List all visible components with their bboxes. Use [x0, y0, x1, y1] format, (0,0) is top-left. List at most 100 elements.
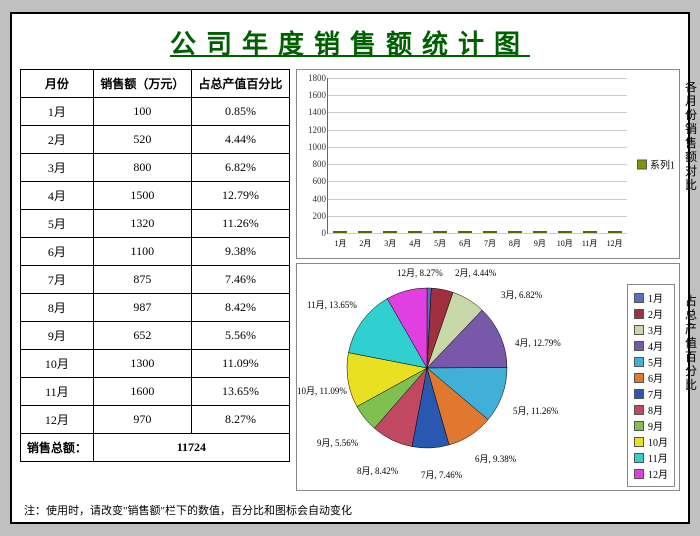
cell-pct: 11.26%	[191, 210, 289, 238]
cell-month: 3月	[21, 154, 94, 182]
cell-pct: 12.79%	[191, 182, 289, 210]
x-label: 3月	[384, 238, 396, 249]
pie-legend-item: 2月	[634, 306, 668, 321]
col-value: 销售额（万元）	[93, 70, 191, 98]
cell-pct: 7.46%	[191, 266, 289, 294]
y-tick: 1200	[300, 125, 326, 135]
cell-value: 652	[93, 322, 191, 350]
footnote: 注：使用时，请改变"销售额"栏下的数值，百分比和图标会自动变化	[20, 498, 680, 518]
table-row: 2月 520 4.44%	[21, 126, 290, 154]
total-label: 销售总额：	[21, 434, 94, 462]
cell-pct: 5.56%	[191, 322, 289, 350]
table-row: 11月 1600 13.65%	[21, 378, 290, 406]
cell-month: 12月	[21, 406, 94, 434]
pie-slice-label: 2月, 4.44%	[455, 266, 496, 279]
cell-pct: 4.44%	[191, 126, 289, 154]
table-row: 7月 875 7.46%	[21, 266, 290, 294]
bar-chart: 各月份销售额对比 1月2月3月4月5月6月7月8月9月10月11月12月 020…	[296, 69, 680, 259]
legend-label: 10月	[648, 434, 668, 449]
cell-month: 5月	[21, 210, 94, 238]
bar-chart-side-label: 各月份销售额对比	[685, 80, 699, 192]
report-frame: 公司年度销售额统计图 月份 销售额（万元） 占总产值百分比 1月 100 0.8…	[10, 12, 690, 524]
pie-legend-item: 3月	[634, 322, 668, 337]
data-table-panel: 月份 销售额（万元） 占总产值百分比 1月 100 0.85%2月 520 4.…	[20, 69, 290, 498]
pie-legend-item: 8月	[634, 402, 668, 417]
legend-swatch	[634, 309, 644, 319]
pie-slice-label: 9月, 5.56%	[317, 436, 358, 449]
x-label: 5月	[434, 238, 446, 249]
legend-swatch	[634, 373, 644, 383]
legend-label: 2月	[648, 306, 663, 321]
total-value: 11724	[93, 434, 289, 462]
cell-value: 100	[93, 98, 191, 126]
pie-slice-label: 7月, 7.46%	[421, 468, 462, 481]
pie-legend-item: 6月	[634, 370, 668, 385]
legend-label: 8月	[648, 402, 663, 417]
pie-slice-label: 5月, 11.26%	[513, 404, 558, 417]
x-label: 2月	[359, 238, 371, 249]
cell-month: 8月	[21, 294, 94, 322]
legend-swatch	[634, 341, 644, 351]
cell-month: 6月	[21, 238, 94, 266]
y-tick: 1400	[300, 107, 326, 117]
y-tick: 1800	[300, 73, 326, 83]
y-tick: 400	[300, 194, 326, 204]
cell-month: 2月	[21, 126, 94, 154]
pie-chart-side-label: 占总产值百分比	[685, 294, 699, 392]
charts-panel: 各月份销售额对比 1月2月3月4月5月6月7月8月9月10月11月12月 020…	[296, 69, 680, 498]
cell-month: 4月	[21, 182, 94, 210]
table-row: 6月 1100 9.38%	[21, 238, 290, 266]
x-label: 10月	[557, 238, 573, 249]
cell-value: 800	[93, 154, 191, 182]
sales-table: 月份 销售额（万元） 占总产值百分比 1月 100 0.85%2月 520 4.…	[20, 69, 290, 462]
x-label: 9月	[534, 238, 546, 249]
cell-pct: 13.65%	[191, 378, 289, 406]
table-row: 8月 987 8.42%	[21, 294, 290, 322]
table-row: 5月 1320 11.26%	[21, 210, 290, 238]
cell-pct: 8.42%	[191, 294, 289, 322]
bar-plot-area: 1月2月3月4月5月6月7月8月9月10月11月12月 020040060080…	[327, 78, 627, 234]
cell-pct: 6.82%	[191, 154, 289, 182]
y-tick: 600	[300, 176, 326, 186]
table-header-row: 月份 销售额（万元） 占总产值百分比	[21, 70, 290, 98]
cell-value: 1600	[93, 378, 191, 406]
total-row: 销售总额： 11724	[21, 434, 290, 462]
legend-label: 12月	[648, 466, 668, 481]
legend-swatch	[634, 405, 644, 415]
pie-legend-item: 4月	[634, 338, 668, 353]
cell-value: 1500	[93, 182, 191, 210]
table-row: 10月 1300 11.09%	[21, 350, 290, 378]
bar-legend: 系列1	[637, 157, 675, 172]
cell-month: 9月	[21, 322, 94, 350]
legend-swatch	[634, 421, 644, 431]
pie-chart: 占总产值百分比 1月2月3月4月5月6月7月8月9月10月11月12月 12月,…	[296, 263, 680, 491]
pie-legend-item: 1月	[634, 290, 668, 305]
legend-label: 11月	[648, 450, 668, 465]
legend-label: 6月	[648, 370, 663, 385]
x-label: 8月	[509, 238, 521, 249]
pie-legend-item: 7月	[634, 386, 668, 401]
x-label: 1月	[334, 238, 346, 249]
pie-slice-label: 11月, 13.65%	[307, 298, 357, 311]
legend-label: 7月	[648, 386, 663, 401]
legend-label: 5月	[648, 354, 663, 369]
cell-value: 987	[93, 294, 191, 322]
pie-slice-label: 6月, 9.38%	[475, 452, 516, 465]
cell-value: 520	[93, 126, 191, 154]
pie-slice-label: 3月, 6.82%	[501, 288, 542, 301]
x-label: 7月	[484, 238, 496, 249]
pie-legend-item: 12月	[634, 466, 668, 481]
cell-value: 1300	[93, 350, 191, 378]
legend-swatch	[634, 389, 644, 399]
cell-month: 11月	[21, 378, 94, 406]
pie-legend-item: 10月	[634, 434, 668, 449]
pie-slice-label: 12月, 8.27%	[397, 266, 443, 279]
pie-legend-item: 5月	[634, 354, 668, 369]
cell-value: 875	[93, 266, 191, 294]
pie-slice-label: 8月, 8.42%	[357, 464, 398, 477]
col-month: 月份	[21, 70, 94, 98]
cell-month: 7月	[21, 266, 94, 294]
table-row: 3月 800 6.82%	[21, 154, 290, 182]
pie-legend: 1月2月3月4月5月6月7月8月9月10月11月12月	[627, 284, 675, 487]
pie-legend-item: 9月	[634, 418, 668, 433]
